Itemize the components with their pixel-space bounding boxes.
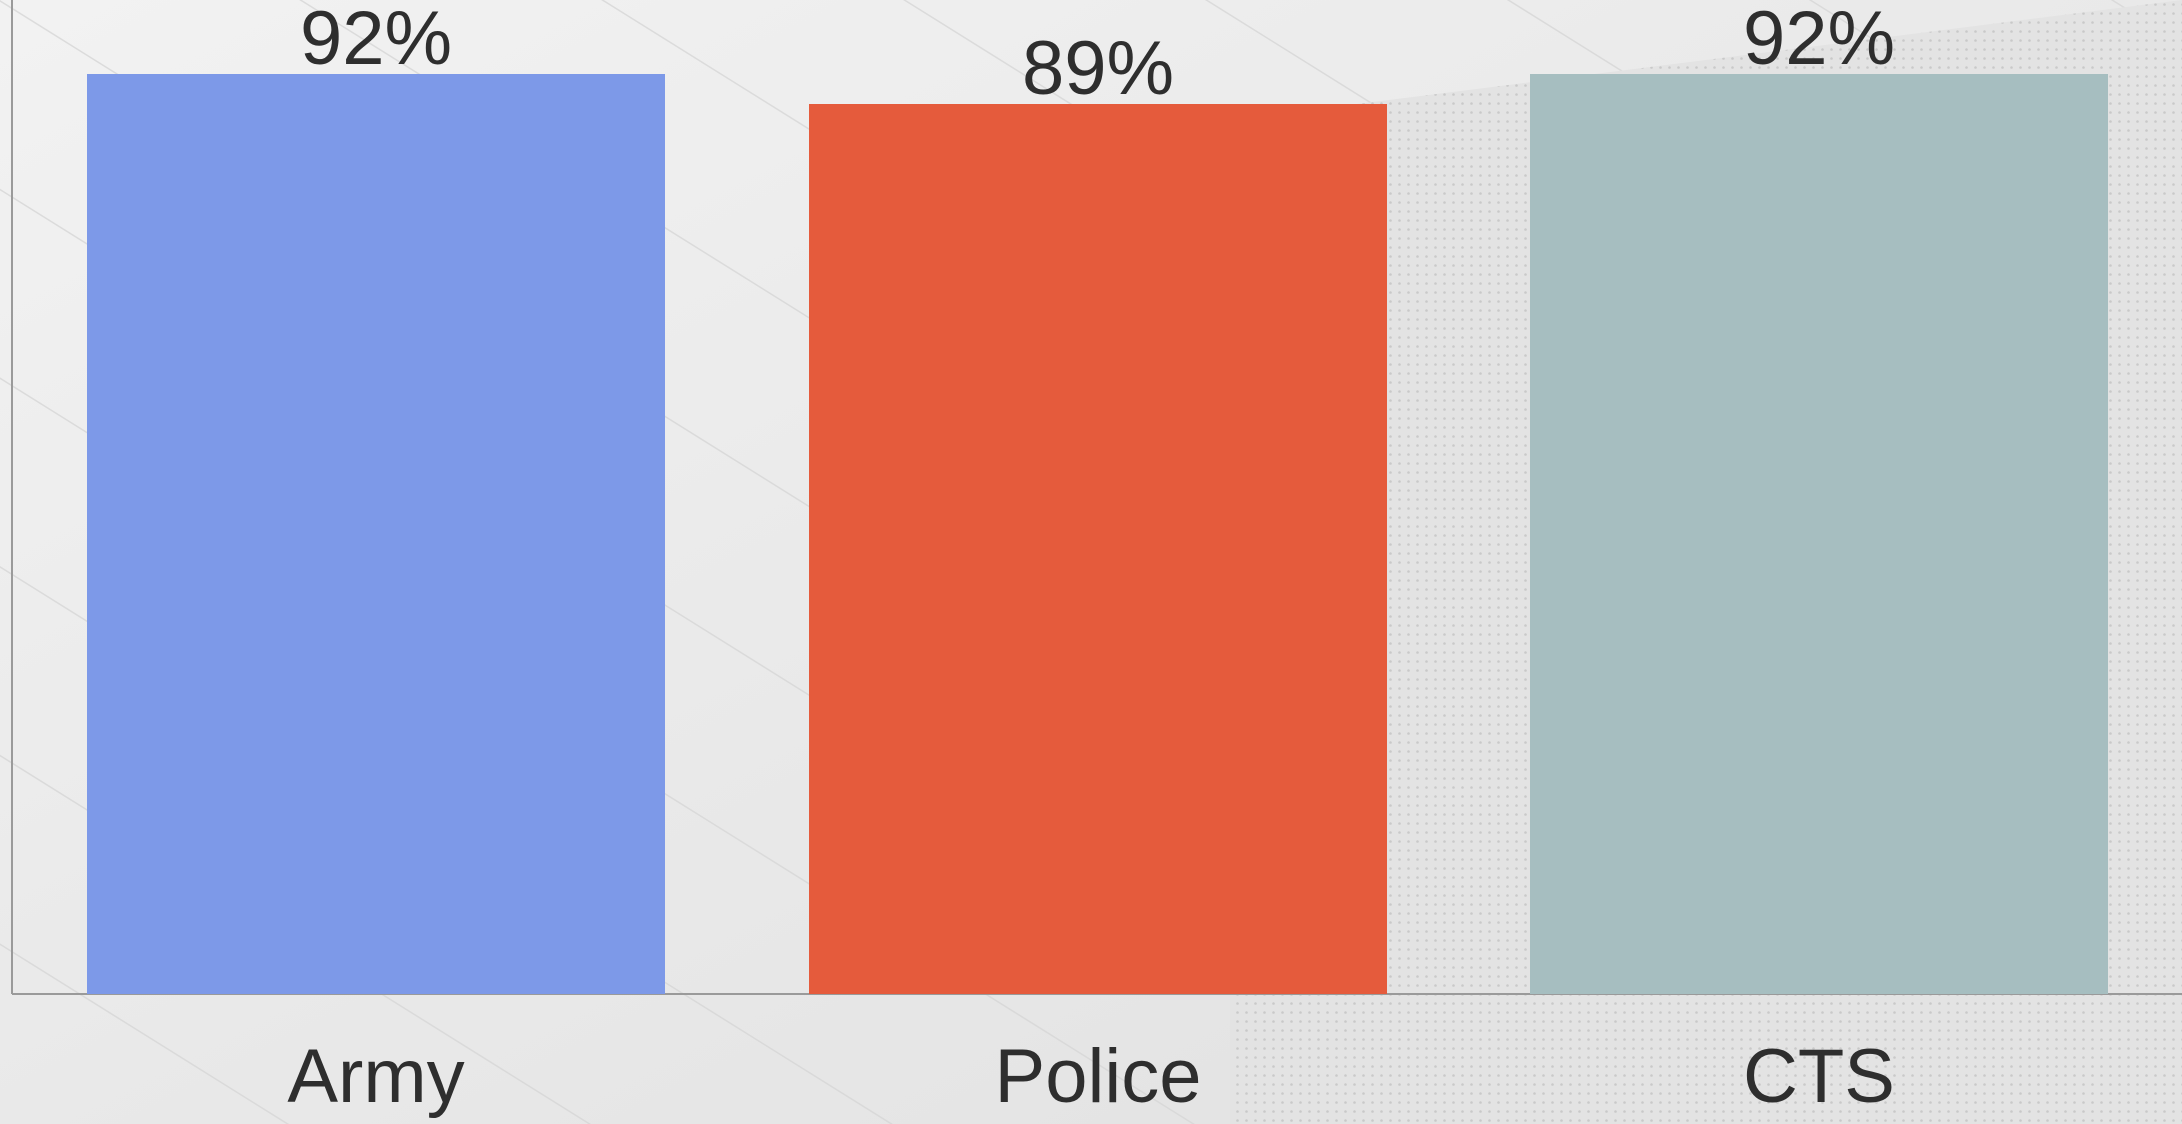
x-tick-label-police: Police	[995, 1034, 1202, 1119]
data-label-police: 89%	[1022, 26, 1174, 111]
bar-cts	[1530, 74, 2108, 994]
bar-series	[87, 74, 2108, 994]
x-tick-label-cts: CTS	[1743, 1034, 1895, 1119]
data-labels: 92% 89% 92%	[300, 0, 1895, 111]
bar-army	[87, 74, 665, 994]
bar-police	[809, 104, 1387, 994]
data-label-cts: 92%	[1743, 0, 1895, 81]
x-tick-label-army: Army	[287, 1034, 464, 1119]
x-tick-labels: Army Police CTS	[287, 1034, 1895, 1119]
data-label-army: 92%	[300, 0, 452, 81]
